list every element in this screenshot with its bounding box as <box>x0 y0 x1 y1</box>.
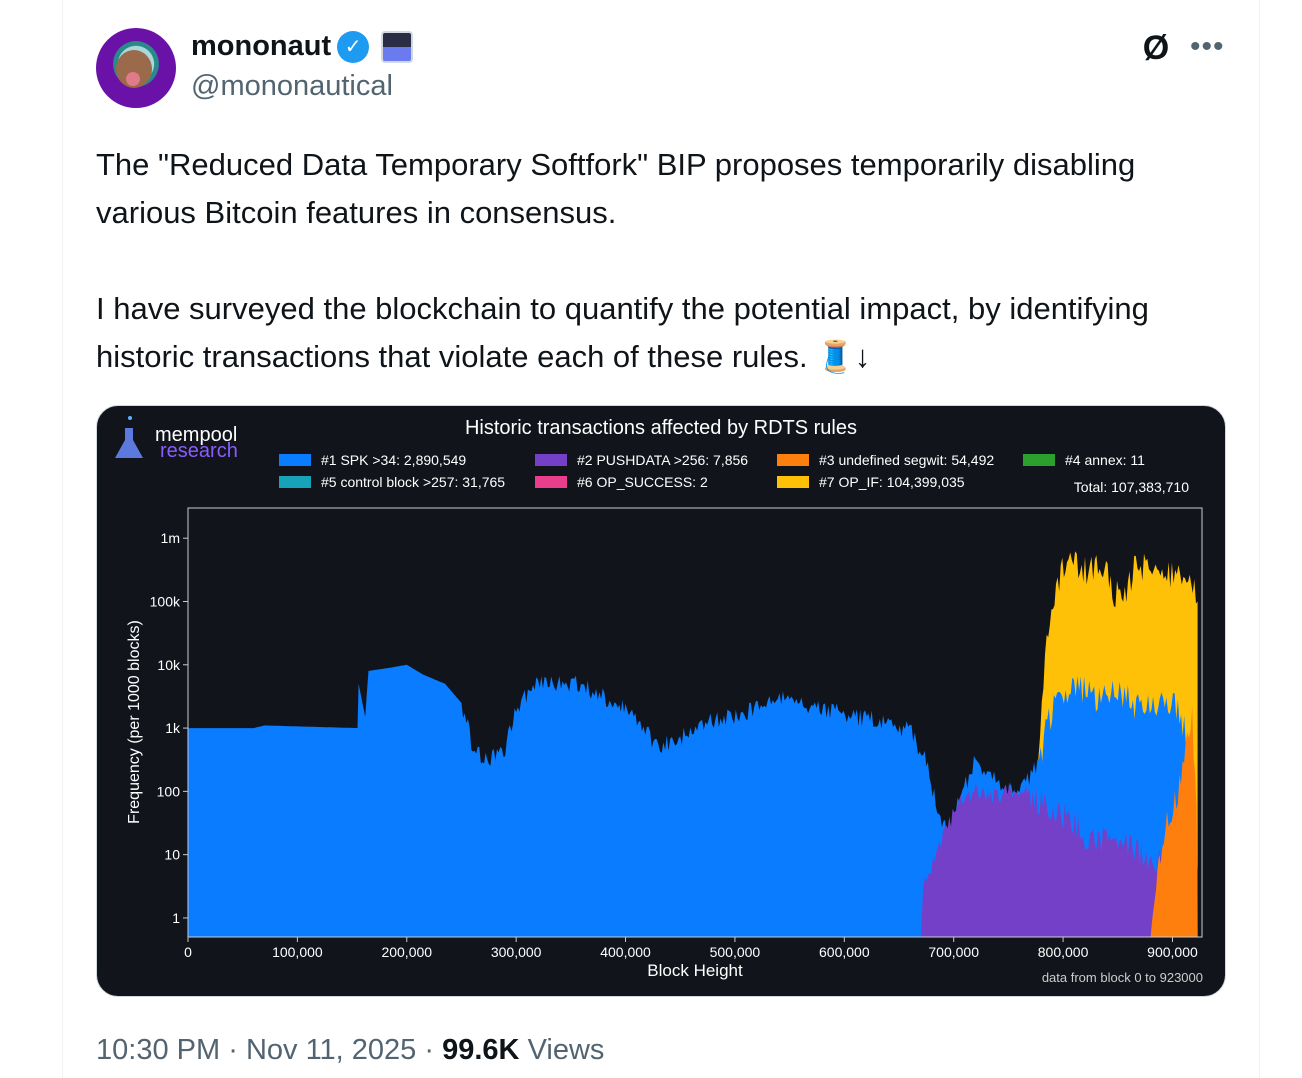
legend-label: #5 control block >257: 31,765 <box>321 474 505 490</box>
y-tick-label: 1k <box>165 720 181 736</box>
legend-label: #2 PUSHDATA >256: 7,856 <box>577 452 748 468</box>
legend-total: Total: 107,383,710 <box>1074 479 1189 495</box>
chart-title: Historic transactions affected by RDTS r… <box>465 417 857 439</box>
tweet-date[interactable]: Nov 11, 2025 <box>245 1034 417 1066</box>
legend-swatch <box>535 476 567 488</box>
legend-label: #4 annex: 11 <box>1065 452 1145 468</box>
legend-swatch <box>1023 454 1055 466</box>
x-axis-label: Block Height <box>647 961 743 980</box>
more-icon[interactable]: ••• <box>1190 30 1225 63</box>
y-tick-label: 1 <box>172 910 180 926</box>
x-tick-label: 0 <box>184 944 192 960</box>
author-name[interactable]: mononaut ✓ <box>191 30 414 63</box>
grok-icon[interactable]: Ø <box>1142 29 1170 67</box>
separator: · <box>424 1034 435 1066</box>
legend-swatch <box>279 454 311 466</box>
author-handle[interactable]: @mononautical <box>191 70 393 102</box>
logo-text-research: research <box>160 440 238 462</box>
legend-swatch <box>777 454 809 466</box>
x-tick-label: 900,000 <box>1147 944 1198 960</box>
tweet-timestamp: 10:30 PM · Nov 11, 2025 · 99.6K Views <box>96 1034 604 1067</box>
legend-swatch <box>535 454 567 466</box>
y-tick-label: 1m <box>161 530 180 546</box>
legend-label: #7 OP_IF: 104,399,035 <box>819 474 965 490</box>
avatar[interactable] <box>96 28 176 108</box>
x-tick-label: 500,000 <box>710 944 761 960</box>
series-area-3 <box>1150 705 1198 937</box>
x-tick-label: 100,000 <box>272 944 323 960</box>
y-tick-label: 100k <box>150 593 181 609</box>
legend-label: #1 SPK >34: 2,890,549 <box>321 452 466 468</box>
y-tick-label: 100 <box>157 783 181 799</box>
flask-logo-icon <box>115 428 143 458</box>
plot-frame <box>187 507 1203 938</box>
tweet-media-chart[interactable]: mempool research Historic transactions aff… <box>96 405 1226 997</box>
series-area-2 <box>920 782 1198 937</box>
tweet-text: The "Reduced Data Temporary Softfork" BI… <box>96 141 1216 381</box>
x-tick-label: 700,000 <box>928 944 979 960</box>
verified-badge-icon[interactable]: ✓ <box>337 30 370 63</box>
x-tick-label: 300,000 <box>491 944 542 960</box>
y-tick-label: 10 <box>164 847 180 863</box>
tweet-paragraph-1: The "Reduced Data Temporary Softfork" BI… <box>96 147 1144 230</box>
y-axis-label: Frequency (per 1000 blocks) <box>126 620 143 824</box>
tweet-paragraph-2: I have surveyed the blockchain to quanti… <box>96 291 1158 374</box>
x-tick-label: 800,000 <box>1038 944 1089 960</box>
legend-label: #3 undefined segwit: 54,492 <box>819 452 994 468</box>
tweet-time[interactable]: 10:30 PM <box>96 1034 221 1066</box>
timeline-border-left <box>62 0 63 1078</box>
y-tick-label: 10k <box>157 657 181 673</box>
flask-bubble-icon <box>128 416 132 420</box>
timeline-border-right <box>1259 0 1260 1078</box>
legend-swatch <box>279 476 311 488</box>
chart-footnote: data from block 0 to 923000 <box>1042 970 1203 985</box>
logo-text-mempool: mempool <box>155 424 237 446</box>
x-tick-label: 400,000 <box>600 944 651 960</box>
legend-label: #6 OP_SUCCESS: 2 <box>577 474 708 490</box>
x-tick-label: 600,000 <box>819 944 870 960</box>
legend-swatch <box>777 476 809 488</box>
x-tick-label: 200,000 <box>381 944 432 960</box>
views-label: Views <box>527 1034 605 1066</box>
separator: · <box>228 1034 238 1066</box>
views-count: 99.6K <box>442 1034 520 1066</box>
author-name-text[interactable]: mononaut <box>191 30 332 62</box>
affiliate-flag-icon[interactable] <box>381 30 414 63</box>
